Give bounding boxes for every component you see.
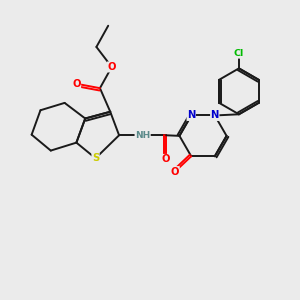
Text: O: O	[72, 79, 81, 89]
Text: Cl: Cl	[234, 49, 244, 58]
Text: O: O	[171, 167, 179, 177]
Text: O: O	[162, 154, 170, 164]
Text: NH: NH	[135, 131, 150, 140]
Text: O: O	[107, 62, 116, 72]
Text: S: S	[92, 153, 99, 163]
Text: N: N	[211, 110, 219, 121]
Text: N: N	[187, 110, 195, 121]
